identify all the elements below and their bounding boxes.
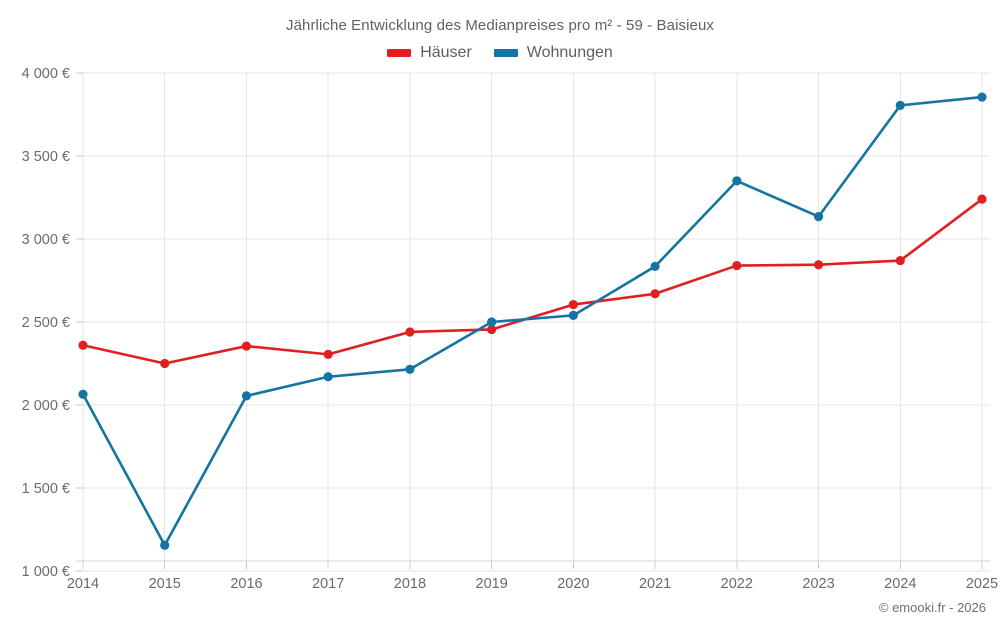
y-axis-tick-label: 3 000 € — [22, 232, 70, 248]
legend-swatch-icon — [387, 49, 412, 57]
x-axis-tick-label: 2018 — [394, 576, 426, 592]
legend-item-hauser[interactable]: Häuser — [387, 44, 472, 62]
y-axis-tick-label: 1 000 € — [22, 564, 70, 580]
grid-lines — [82, 72, 990, 572]
legend-swatch-icon — [493, 49, 518, 57]
data-point[interactable] — [732, 176, 742, 186]
data-point[interactable] — [895, 100, 905, 110]
data-point[interactable] — [78, 340, 88, 350]
y-axis: 4 000 € 3 500 € 3 000 € 2 500 € 2 000 € 1 500… — [22, 66, 83, 580]
data-point[interactable] — [160, 358, 170, 369]
data-point[interactable] — [241, 391, 252, 401]
y-axis-tick-label: 2 000 € — [22, 398, 70, 414]
data-point[interactable] — [487, 317, 497, 327]
data-point[interactable] — [813, 211, 824, 222]
data-point[interactable] — [568, 299, 578, 310]
series-line-wohnungen — [81, 95, 984, 547]
x-axis-tick-label: 2014 — [67, 576, 99, 592]
data-point[interactable] — [895, 255, 905, 266]
data-point[interactable] — [977, 92, 987, 102]
legend-item-wohnungen[interactable]: Wohnungen — [493, 44, 613, 62]
data-point[interactable] — [487, 324, 497, 335]
data-point[interactable] — [650, 289, 660, 299]
x-axis-tick-label: 2024 — [884, 576, 916, 592]
x-axis: 2014 2015 2016 2017 2018 2019 2020 2021 2022 2023… — [67, 560, 998, 592]
data-point[interactable] — [323, 372, 333, 382]
y-axis-tick-label: 4 000 € — [22, 66, 70, 82]
data-point[interactable] — [241, 341, 252, 351]
data-point[interactable] — [977, 194, 987, 204]
x-axis-tick-label: 2017 — [312, 576, 344, 592]
data-point[interactable] — [568, 310, 578, 320]
x-axis-tick-label: 2022 — [721, 576, 753, 592]
data-point[interactable] — [405, 364, 415, 374]
data-point[interactable] — [78, 389, 88, 399]
x-axis-tick-label: 2021 — [639, 576, 671, 592]
x-axis-tick-label: 2023 — [802, 576, 834, 592]
legend-item-label: Häuser — [420, 44, 472, 61]
footer-credit: © emooki.fr - 2026 — [878, 600, 986, 615]
chart-legend: Häuser Wohnungen — [0, 44, 1000, 62]
x-axis-tick-label: 2019 — [476, 576, 508, 592]
data-series — [78, 92, 987, 550]
y-axis-tick-label: 1 500 € — [22, 481, 70, 497]
legend-item-label: Wohnungen — [526, 44, 613, 61]
data-point[interactable] — [405, 327, 415, 337]
y-axis-tick-label: 2 500 € — [22, 315, 70, 331]
x-axis-tick-label: 2025 — [966, 576, 998, 592]
data-point[interactable] — [650, 261, 660, 271]
y-axis-tick-label: 3 500 € — [22, 149, 70, 165]
data-point[interactable] — [323, 349, 333, 359]
data-point[interactable] — [813, 260, 824, 270]
x-axis-tick-label: 2020 — [557, 576, 589, 592]
chart-title: Jährliche Entwicklung des Medianpreises … — [285, 17, 715, 34]
x-axis-tick-label: 2016 — [230, 576, 262, 592]
data-point[interactable] — [160, 540, 170, 550]
data-point[interactable] — [732, 260, 742, 271]
x-axis-tick-label: 2015 — [149, 576, 181, 592]
series-line-hauser — [81, 197, 984, 365]
